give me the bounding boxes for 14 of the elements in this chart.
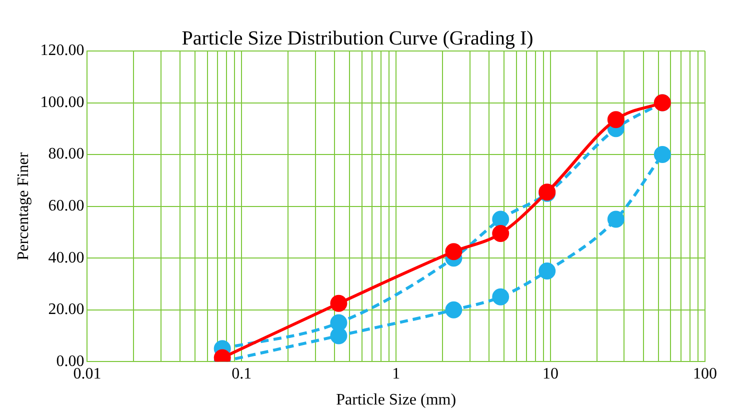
y-tick-label: 100.00 [40,94,84,111]
x-tick-label: 0.01 [73,365,102,382]
x-axis-title: Particle Size (mm) [336,392,456,409]
y-tick-label: 80.00 [48,146,84,163]
y-axis-title: Percentage Finer [14,152,32,260]
y-tick-label: 20.00 [48,301,84,318]
chart-title: Particle Size Distribution Curve (Grading I) [182,27,534,50]
x-tick-label: 1 [392,365,400,382]
y-tick-label: 60.00 [48,198,84,215]
x-tick-label: 0.1 [232,365,252,382]
y-tick-label: 120.00 [40,42,84,60]
x-tick-label: 100 [693,365,717,382]
x-tick-label: 10 [542,365,559,382]
y-tick-label: 40.00 [48,249,84,266]
